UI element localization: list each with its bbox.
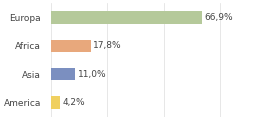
Text: 4,2%: 4,2% bbox=[62, 98, 85, 107]
Text: 11,0%: 11,0% bbox=[78, 70, 106, 79]
Text: 66,9%: 66,9% bbox=[204, 13, 233, 22]
Bar bbox=[51, 96, 60, 109]
Bar bbox=[51, 39, 91, 52]
Text: 17,8%: 17,8% bbox=[93, 41, 122, 50]
Bar bbox=[51, 68, 75, 81]
Bar bbox=[51, 11, 202, 24]
